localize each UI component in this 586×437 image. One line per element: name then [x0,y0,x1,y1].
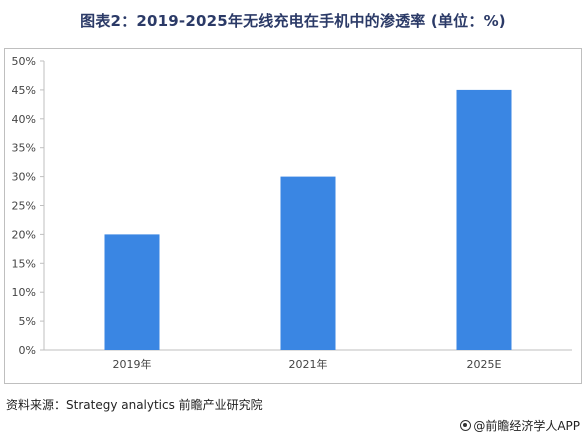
y-tick-label: 30% [12,171,36,184]
y-tick-label: 45% [12,84,36,97]
y-tick-label: 20% [12,228,36,241]
y-tick-label: 35% [12,142,36,155]
y-tick-label: 40% [12,113,36,126]
y-tick-label: 0% [19,344,36,357]
bar [280,176,336,350]
y-tick-label: 10% [12,286,36,299]
footer-text: @前瞻经济学人APP [473,419,580,433]
y-tick-label: 50% [12,55,36,68]
chart-title: 图表2：2019-2025年无线充电在手机中的渗透率 (单位：%) [80,12,506,30]
y-tick-label: 5% [19,315,36,328]
footer-credit: @前瞻经济学人APP [460,417,580,434]
source-note: 资料来源：Strategy analytics 前瞻产业研究院 [6,398,263,412]
bar [456,89,512,351]
x-tick-label: 2021年 [289,357,328,371]
x-tick-label: 2019年 [113,357,152,371]
y-tick-label: 25% [12,200,36,213]
x-tick-label: 2025E [467,358,502,371]
y-tick-label: 15% [12,257,36,270]
brand-logo-icon [460,420,472,431]
chart-frame [4,48,582,384]
bar [104,234,160,350]
